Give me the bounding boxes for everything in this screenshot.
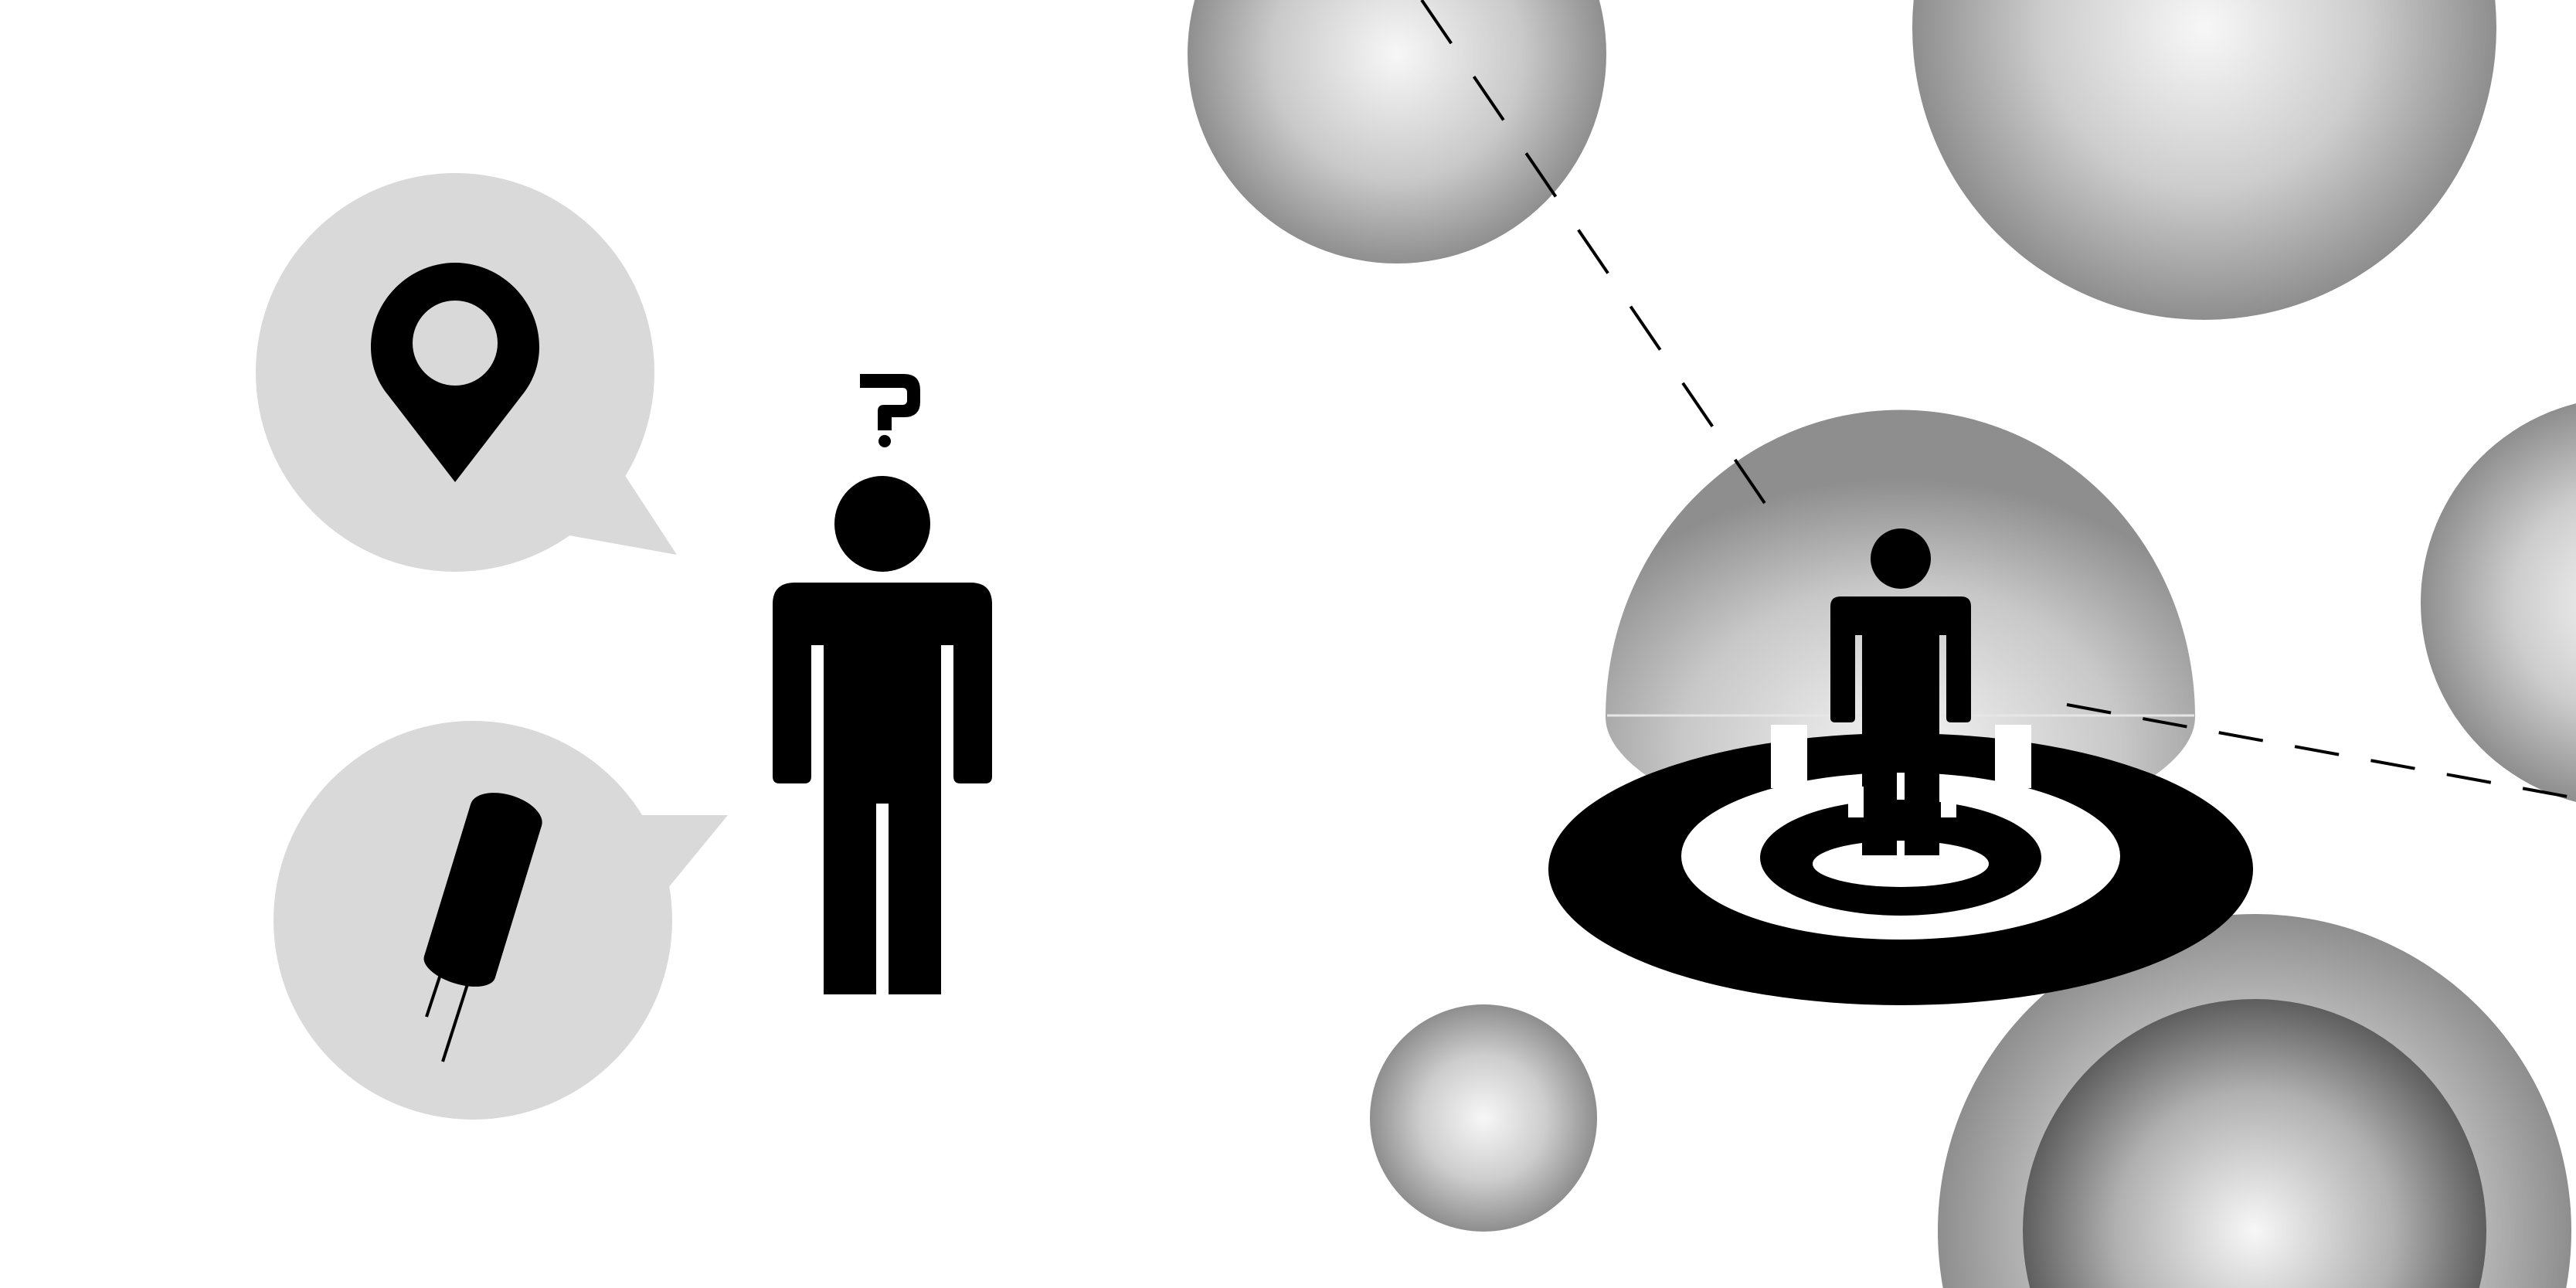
sphere-top-right <box>1912 0 2496 320</box>
sphere-large-bottom-inner <box>2023 999 2486 1288</box>
sphere-small-bottom <box>1370 1004 1597 1232</box>
target-rings-icon <box>1548 733 2253 1005</box>
thinking-person-icon <box>773 476 992 994</box>
target-person-icon <box>1830 528 1971 855</box>
dashed-line-upper <box>1420 0 1771 511</box>
question-mark-icon <box>860 374 920 447</box>
target-ring-breaks <box>1771 725 2031 817</box>
map-pin-icon <box>371 263 539 482</box>
sphere-right-edge <box>2421 403 2576 802</box>
sphere-top-left <box>1188 0 1606 263</box>
dashed-line-right <box>2066 703 2576 800</box>
capacitor-icon <box>423 793 542 1062</box>
